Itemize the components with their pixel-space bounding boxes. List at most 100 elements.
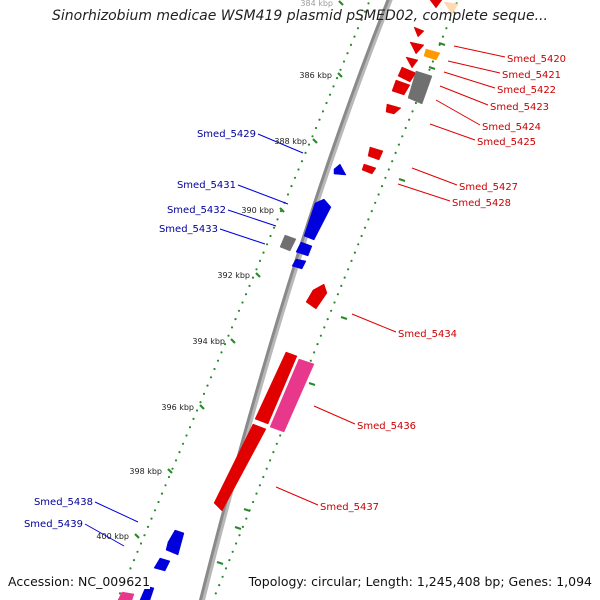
gene-reverse <box>139 585 155 600</box>
right-track-dot <box>394 151 397 154</box>
right-track-dot <box>370 210 373 213</box>
gene-label-reverse: Smed_5433 <box>159 224 218 235</box>
right-track-dot <box>380 185 384 188</box>
right-track-dot <box>309 359 312 362</box>
left-track-dot <box>318 118 321 121</box>
kbp-tick-mark <box>199 404 205 410</box>
kbp-tick-mark <box>337 72 343 78</box>
left-track-dot <box>143 534 146 537</box>
right-track-dot <box>353 251 356 254</box>
track-dash <box>340 316 348 320</box>
gene-reverse <box>333 163 347 176</box>
left-track-dot <box>262 251 265 254</box>
kbp-tick-label: 394 kbp <box>192 337 225 346</box>
right-track-dot <box>245 517 248 520</box>
gene-pseudo <box>407 70 433 105</box>
right-track-dot <box>343 276 346 279</box>
gene-label-forward: Smed_5428 <box>452 198 511 209</box>
leader-line-reverse <box>227 209 277 227</box>
left-track-dot <box>171 467 174 470</box>
gene-label-forward: Smed_5423 <box>490 102 549 113</box>
gene-label-reverse: Smed_5429 <box>197 129 256 140</box>
gene-forward <box>391 79 411 96</box>
right-track-dot <box>408 118 411 121</box>
backbone-line <box>198 0 390 600</box>
leader-line-reverse <box>84 523 125 547</box>
left-track-dot <box>220 351 223 354</box>
leader-line-forward <box>351 313 397 333</box>
gene-label-reverse: Smed_5438 <box>34 497 93 508</box>
left-track-dot <box>195 409 199 412</box>
right-track-dot <box>414 101 417 105</box>
track-dash <box>398 178 406 182</box>
gene-rna <box>117 591 135 600</box>
right-track-dot <box>275 442 278 445</box>
leader-line-reverse <box>237 184 289 205</box>
left-track-dot <box>297 168 300 171</box>
left-track-dot <box>276 218 279 221</box>
gene-label-forward: Smed_5425 <box>477 137 536 148</box>
left-track-dot <box>150 517 153 520</box>
leader-line-forward <box>275 486 319 506</box>
right-track-dot <box>441 35 445 38</box>
left-track-dot <box>349 43 353 47</box>
left-track-dot <box>213 367 216 371</box>
gene-label-forward: Smed_5422 <box>497 85 556 96</box>
right-track-dot <box>252 500 255 504</box>
right-track-dot <box>448 18 451 21</box>
right-track-dot <box>224 567 228 570</box>
left-track-dot <box>367 2 370 5</box>
gene-label-reverse: Smed_5432 <box>167 205 226 216</box>
map-title: Sinorhizobium medicae WSM419 plasmid pSM… <box>52 8 548 24</box>
left-track-dot <box>164 484 167 487</box>
gene-forward <box>409 41 425 55</box>
right-track-dot <box>214 592 217 595</box>
right-track-dot <box>279 434 282 437</box>
left-track-dot <box>307 143 311 146</box>
left-track-dot <box>241 301 244 304</box>
gene-features <box>117 0 459 600</box>
backbone <box>198 0 393 600</box>
gene-label-reverse: Smed_5431 <box>177 180 236 191</box>
leader-line-forward <box>429 123 476 141</box>
gene-forward <box>367 146 384 161</box>
left-track-dot <box>290 185 293 188</box>
track-dash <box>216 561 224 565</box>
right-track-dot <box>255 492 258 495</box>
track-dash <box>308 382 316 386</box>
right-track-dot <box>238 534 241 537</box>
left-track-dot <box>272 226 276 229</box>
left-track-dot <box>209 376 213 379</box>
right-track-dot <box>445 27 448 30</box>
kbp-tick-mark <box>312 138 318 144</box>
left-track-dot <box>304 151 307 154</box>
left-track-dot <box>293 176 297 179</box>
leader-line-forward <box>397 183 451 202</box>
left-track-dot <box>248 284 251 287</box>
left-track-dot <box>202 392 206 395</box>
right-track-dot <box>262 475 265 479</box>
left-track-dot <box>174 459 178 462</box>
right-track-dot <box>269 459 272 462</box>
gene-forward <box>413 26 425 38</box>
backbone-shadow <box>199 0 393 600</box>
left-track-dot <box>157 500 160 504</box>
right-track-dot <box>336 293 339 296</box>
gene-reverse <box>291 258 307 270</box>
gene-label-forward: Smed_5420 <box>507 54 566 65</box>
left-track-dot <box>132 559 136 562</box>
right-track-dot <box>347 268 350 271</box>
right-track-dot <box>231 550 234 553</box>
gene-forward <box>405 56 419 69</box>
right-track-dot <box>313 351 316 354</box>
left-track-dot <box>185 434 188 437</box>
gene-forward <box>385 103 402 115</box>
label-leaders <box>84 45 506 547</box>
gene-forward <box>254 351 298 425</box>
left-track-dot <box>216 359 220 362</box>
gene-forward <box>429 0 443 9</box>
right-track-dot <box>387 168 390 171</box>
left-track-dot <box>328 93 332 96</box>
gene-label-forward: Smed_5421 <box>502 70 561 81</box>
kbp-tick-mark <box>167 468 173 474</box>
